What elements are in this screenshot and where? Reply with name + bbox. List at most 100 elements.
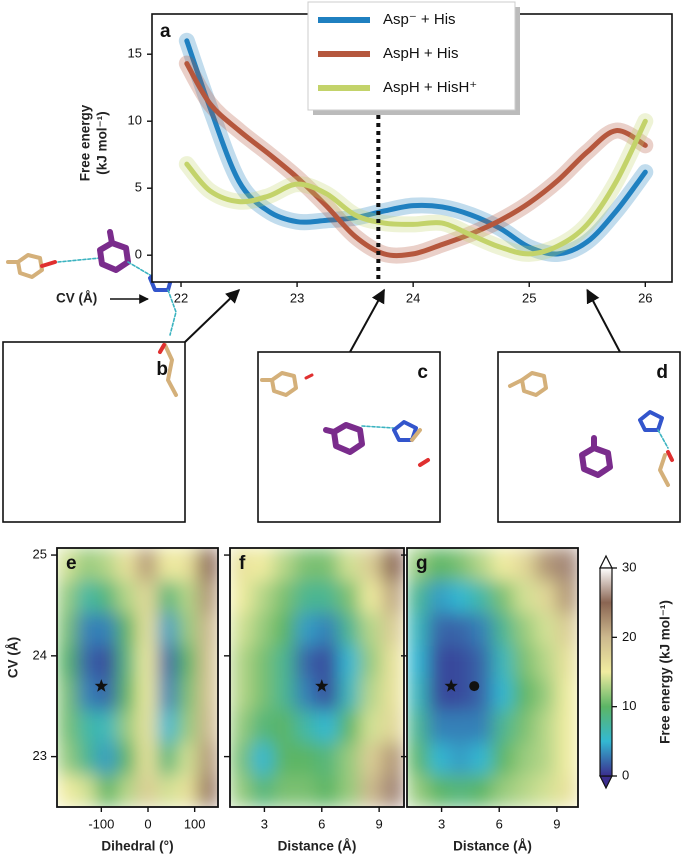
colorbar-extend xyxy=(599,554,613,569)
heatmap-cell xyxy=(157,612,179,646)
heatmap-cell xyxy=(177,741,199,776)
panel-letter: g xyxy=(416,553,428,574)
structure-frame xyxy=(497,351,681,523)
heatmap-cell xyxy=(534,644,558,678)
heatmap-cell xyxy=(381,677,404,711)
heatmap-cell xyxy=(407,741,429,776)
heatmap-cell xyxy=(407,709,429,743)
y-tick-label: 23 xyxy=(33,748,47,763)
x-tick-label: 6 xyxy=(496,816,503,831)
heatmap-cell xyxy=(197,774,218,807)
heatmap-cell xyxy=(251,709,274,743)
heatmap-cell xyxy=(407,644,429,678)
structure-frame xyxy=(257,351,441,523)
heatmap-cell xyxy=(513,741,536,776)
heatmap-cell xyxy=(492,579,515,614)
heatmap-cell xyxy=(157,774,179,807)
colorbar-tick-label: 30 xyxy=(622,559,636,574)
legend-label: AspH + His xyxy=(383,45,458,62)
heatmap-cell xyxy=(360,677,383,711)
heatmap-cell xyxy=(360,612,383,646)
heatmap-cell xyxy=(251,741,274,776)
heatmap-cell xyxy=(316,741,340,776)
y-axis-label: (kJ mol⁻¹) xyxy=(95,111,110,174)
heatmap-cell xyxy=(251,548,274,581)
y-axis-label: CV (Å) xyxy=(6,637,21,678)
x-tick-label: 100 xyxy=(184,816,206,831)
structure-frame xyxy=(2,341,186,523)
heatmap-cell xyxy=(96,612,118,646)
x-tick-label: 6 xyxy=(318,816,325,831)
plot-frame xyxy=(229,547,405,808)
heatmap-cell xyxy=(360,579,383,614)
x-tick-label: 24 xyxy=(406,290,420,305)
heatmap-cell xyxy=(157,579,179,614)
heatmap-cell xyxy=(338,548,361,581)
heatmap-cell xyxy=(76,612,98,646)
heatmap-cell xyxy=(556,612,578,646)
heatmap-cell xyxy=(534,677,558,711)
heatmap-cell xyxy=(316,612,340,646)
heatmap-cell xyxy=(338,644,361,678)
molecule xyxy=(6,229,178,397)
panel-letter: f xyxy=(239,553,246,574)
heatmap-cell xyxy=(57,548,78,581)
heatmap-cell xyxy=(381,579,404,614)
heatmap-cell xyxy=(449,774,472,807)
heatmap-cell xyxy=(338,709,361,743)
heatmap-clip xyxy=(57,548,218,807)
colorbar-tick-label: 20 xyxy=(622,629,636,644)
heatmap-cells xyxy=(230,548,404,807)
heatmap-cell xyxy=(360,548,383,581)
heatmap-cell xyxy=(470,612,493,646)
x-tick-label: 3 xyxy=(261,816,268,831)
heatmap-cell xyxy=(427,579,451,614)
colorbar xyxy=(599,567,613,777)
heatmap-cell xyxy=(316,548,340,581)
heatmap-cell xyxy=(273,644,296,678)
structure-panel: c xyxy=(257,351,441,523)
heatmap-cell xyxy=(316,774,340,807)
heatmap-cell xyxy=(116,677,138,711)
x-tick-label: 3 xyxy=(438,816,445,831)
heatmap-cell xyxy=(96,644,118,678)
panel-letter: c xyxy=(417,362,428,383)
heatmap-cell xyxy=(230,741,253,776)
series-line xyxy=(184,118,648,257)
y-axis-label: Free energy xyxy=(78,104,93,181)
heatmap-cell xyxy=(116,741,138,776)
y-tick-label: 24 xyxy=(33,647,47,662)
heatmap-cell xyxy=(492,548,515,581)
heatmap-cell xyxy=(427,741,451,776)
y-tick-label: 25 xyxy=(33,546,47,561)
heatmap-cell xyxy=(157,677,179,711)
heatmap-cell xyxy=(294,612,318,646)
x-axis-label: CV (Å) xyxy=(56,291,97,306)
heatmap-cell xyxy=(492,612,515,646)
heatmap-cell xyxy=(273,677,296,711)
structure-arrow xyxy=(184,289,241,343)
heatmap-cell xyxy=(76,677,98,711)
heatmap-cell xyxy=(427,677,451,711)
heatmap-cell xyxy=(513,579,536,614)
heatmap-cell xyxy=(556,774,578,807)
heatmap-cell xyxy=(116,579,138,614)
heatmap-cell xyxy=(177,774,199,807)
y-tick-label: 10 xyxy=(128,113,142,128)
heatmap-cell xyxy=(177,644,199,678)
heatmap-cell xyxy=(449,548,472,581)
heatmap-cell xyxy=(427,548,451,581)
heatmap-cell xyxy=(556,579,578,614)
heatmap-cell xyxy=(492,774,515,807)
heatmap-cell xyxy=(177,548,199,581)
heatmap-cell xyxy=(96,741,118,776)
structure-arrow xyxy=(349,288,386,353)
heatmap-cell xyxy=(316,644,340,678)
heatmap-cell xyxy=(273,709,296,743)
x-tick-label: 22 xyxy=(174,290,188,305)
heatmap-cell xyxy=(137,579,159,614)
heatmap-cell xyxy=(407,774,429,807)
heatmap-cell xyxy=(470,644,493,678)
legend-label: AspH + HisH⁺ xyxy=(383,79,477,96)
